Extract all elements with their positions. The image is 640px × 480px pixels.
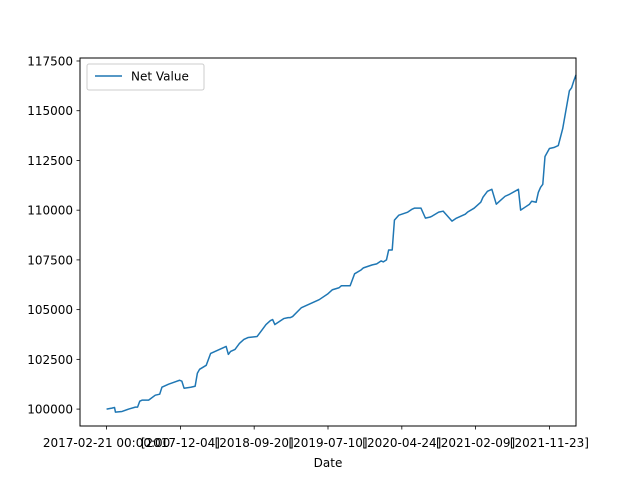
- x-tick-label: [2018-09-20]: [215, 436, 294, 450]
- legend-box: [86, 63, 205, 91]
- x-axis-label: Date: [314, 456, 343, 470]
- y-tick-label: 110000: [27, 204, 73, 218]
- series-line-net-value: [106, 74, 577, 413]
- x-tick-label: 2017-02-21 00:00:00: [43, 436, 170, 450]
- y-tick-label: 112500: [27, 154, 73, 168]
- axes-frame: [79, 57, 577, 427]
- x-tick-label: [2019-07-10]: [288, 436, 367, 450]
- x-axis-ticks: 2017-02-21 00:00:00[2017-12-04][2018-09-…: [43, 426, 589, 450]
- x-tick-label: [2021-11-23]: [510, 436, 589, 450]
- y-tick-label: 115000: [27, 104, 73, 118]
- legend-label-net-value: Net Value: [131, 70, 189, 84]
- y-tick-label: 117500: [27, 54, 73, 68]
- plot-area: [106, 74, 577, 413]
- x-tick-label: [2017-12-04]: [141, 436, 220, 450]
- y-tick-label: 105000: [27, 303, 73, 317]
- x-tick-label: [2021-02-09]: [436, 436, 515, 450]
- y-tick-label: 102500: [27, 353, 73, 367]
- y-tick-label: 107500: [27, 253, 73, 267]
- x-tick-label: [2020-04-24]: [362, 436, 441, 450]
- y-tick-label: 100000: [27, 403, 73, 417]
- y-axis-ticks: 100000 102500 105000 107500 110000 112500 1150…: [27, 54, 80, 417]
- legend: Net Value: [86, 63, 205, 91]
